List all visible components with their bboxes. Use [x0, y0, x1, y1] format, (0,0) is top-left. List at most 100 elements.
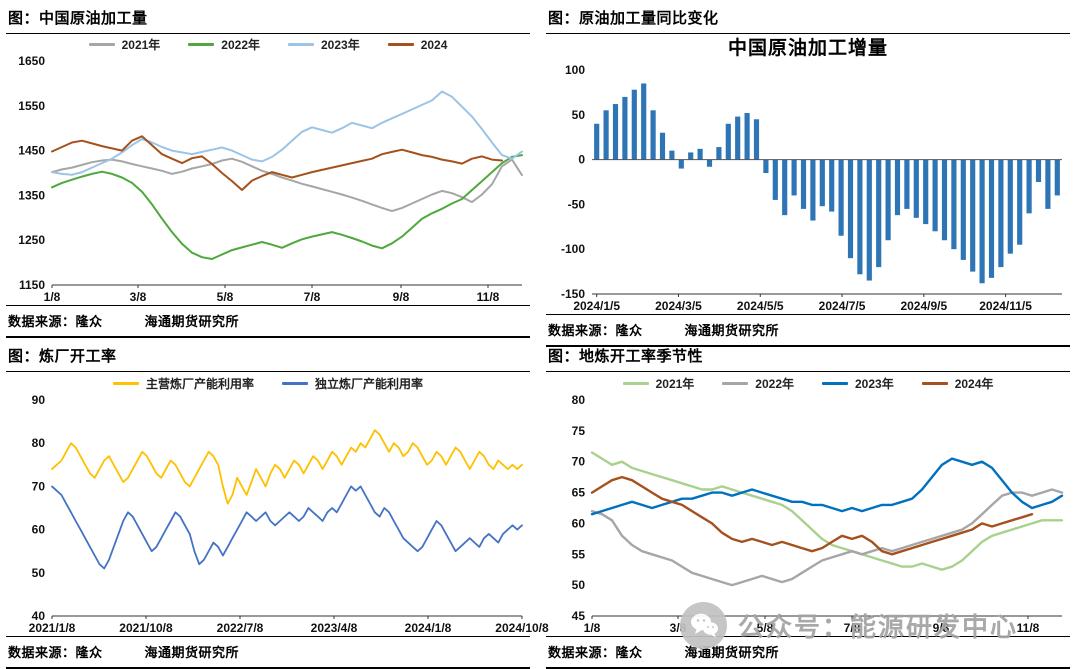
svg-text:1250: 1250: [18, 233, 45, 247]
legend-item[interactable]: 2021年: [622, 375, 695, 392]
legend-label: 2024: [420, 37, 448, 52]
legend-label: 2021年: [655, 376, 695, 391]
svg-text:11/8: 11/8: [477, 290, 500, 304]
svg-text:2021/1/8: 2021/1/8: [29, 621, 76, 635]
legend-label: 主营炼厂产能利用率: [145, 376, 254, 391]
data-source-row: 数据来源：隆众 海通期货研究所: [6, 305, 530, 338]
legend-item[interactable]: 2024年: [921, 375, 994, 392]
legend-item[interactable]: 独立炼厂产能利用率: [282, 375, 423, 392]
svg-text:5/8: 5/8: [217, 290, 234, 304]
legend-item[interactable]: 2023年: [822, 375, 894, 392]
legend-swatch: [88, 43, 115, 46]
chart-inner-title: 中国原油加工增量: [727, 38, 888, 59]
svg-text:2024/10/8: 2024/10/8: [495, 621, 549, 635]
svg-text:55: 55: [572, 547, 586, 561]
svg-text:45: 45: [572, 609, 586, 623]
svg-text:11/8: 11/8: [1017, 621, 1040, 635]
legend-label: 2021年: [121, 38, 161, 52]
source-institute: 海通期货研究所: [684, 323, 780, 338]
panel-local-refinery-seasonality: 图：地炼开工率季节性 2021年 2022年 2023年 2024年 80 75 70 65…: [540, 338, 1080, 669]
svg-text:2024/3/5: 2024/3/5: [655, 299, 702, 313]
legend-item[interactable]: 2021年: [88, 36, 161, 53]
svg-text:80: 80: [32, 436, 46, 450]
svg-text:60: 60: [572, 516, 586, 530]
svg-text:70: 70: [572, 455, 586, 469]
svg-text:9/8: 9/8: [933, 621, 950, 635]
panel-title-yoy-change: 图：原油加工量同比变化: [546, 4, 1070, 34]
svg-text:2024/11/5: 2024/11/5: [979, 299, 1032, 313]
svg-text:2024/1/8: 2024/1/8: [405, 621, 452, 635]
svg-text:65: 65: [572, 486, 586, 500]
legend-swatch: [112, 381, 139, 385]
svg-text:70: 70: [32, 479, 46, 493]
svg-text:1/8: 1/8: [44, 290, 61, 304]
panel-title-refinery-utilization: 图：炼厂开工率: [6, 342, 530, 372]
legend-swatch: [921, 381, 948, 385]
data-source-row: 数据来源：隆众 海通期货研究所: [546, 636, 1070, 669]
panel-crude-processing-volume: 图：中国原油加工量 2021年 2022年 2023年 2024 1650 1550 14…: [0, 0, 540, 338]
svg-text:50: 50: [572, 108, 586, 122]
svg-text:60: 60: [32, 523, 46, 537]
legend-item[interactable]: 主营炼厂产能利用率: [112, 375, 254, 392]
legend-swatch: [387, 43, 414, 46]
svg-text:1350: 1350: [18, 188, 45, 202]
legend-item[interactable]: 2022年: [722, 375, 794, 392]
legend-swatch: [622, 381, 649, 385]
svg-text:3/8: 3/8: [130, 290, 147, 304]
svg-text:9/8: 9/8: [393, 290, 410, 304]
svg-text:50: 50: [572, 578, 586, 592]
source-provider: 数据来源：隆众: [548, 645, 643, 660]
svg-text:1150: 1150: [19, 278, 45, 292]
legend-crude-processing: 2021年 2022年 2023年 2024: [6, 36, 530, 53]
legend-label: 2023年: [321, 38, 360, 52]
data-source-row: 数据来源：隆众 海通期货研究所: [546, 314, 1070, 347]
svg-text:1650: 1650: [18, 54, 45, 68]
svg-text:3/8: 3/8: [670, 621, 687, 635]
source-provider: 数据来源：隆众: [548, 323, 643, 338]
svg-text:50: 50: [32, 566, 46, 580]
legend-label: 2022年: [221, 38, 260, 52]
legend-swatch: [288, 43, 314, 46]
legend-swatch: [282, 381, 308, 385]
svg-text:2024/9/5: 2024/9/5: [900, 299, 947, 313]
svg-text:0: 0: [578, 153, 585, 167]
svg-text:1550: 1550: [18, 99, 45, 113]
svg-text:2024/7/5: 2024/7/5: [819, 299, 866, 313]
legend-item[interactable]: 2024: [387, 37, 448, 52]
legend-item[interactable]: 2022年: [188, 36, 260, 53]
source-provider: 数据来源：隆众: [8, 314, 103, 329]
chart-canvas-local-refinery: 80 75 70 65 60 55 50 451/8 3/8 5/8 7/8 9/8 11/8: [572, 393, 1064, 635]
panel-refinery-utilization: 图：炼厂开工率 主营炼厂产能利用率 独立炼厂产能利用率 90 80 70 60 50 40 2…: [0, 338, 549, 669]
svg-text:-50: -50: [568, 197, 586, 211]
svg-text:7/8: 7/8: [844, 621, 861, 635]
source-institute: 海通期货研究所: [144, 314, 240, 329]
svg-text:40: 40: [32, 609, 46, 623]
svg-text:2022/7/8: 2022/7/8: [217, 621, 264, 635]
panel-title-local-refinery: 图：地炼开工率季节性: [546, 342, 1070, 372]
svg-text:1450: 1450: [18, 144, 45, 158]
legend-swatch: [822, 381, 848, 385]
svg-text:1/8: 1/8: [584, 621, 601, 635]
legend-label: 2024年: [954, 376, 994, 391]
svg-text:-150: -150: [561, 287, 585, 301]
panel-title-crude-processing: 图：中国原油加工量: [6, 4, 530, 34]
legend-label: 2022年: [755, 376, 794, 391]
svg-text:7/8: 7/8: [304, 290, 321, 304]
svg-text:5/8: 5/8: [757, 621, 774, 635]
legend-item[interactable]: 2023年: [288, 36, 360, 53]
source-institute: 海通期货研究所: [684, 645, 780, 660]
svg-text:80: 80: [572, 393, 586, 407]
data-source-row: 数据来源：隆众 海通期货研究所: [6, 636, 530, 669]
panel-yoy-change: 图：原油加工量同比变化 中国原油加工增量 100 50 0 -50 -100 -150 20…: [540, 0, 1080, 347]
svg-text:-100: -100: [561, 242, 585, 256]
svg-text:2024/1/5: 2024/1/5: [573, 299, 620, 313]
source-provider: 数据来源：隆众: [8, 645, 103, 660]
source-institute: 海通期货研究所: [144, 645, 240, 660]
legend-swatch: [188, 43, 215, 46]
svg-text:100: 100: [565, 63, 585, 77]
